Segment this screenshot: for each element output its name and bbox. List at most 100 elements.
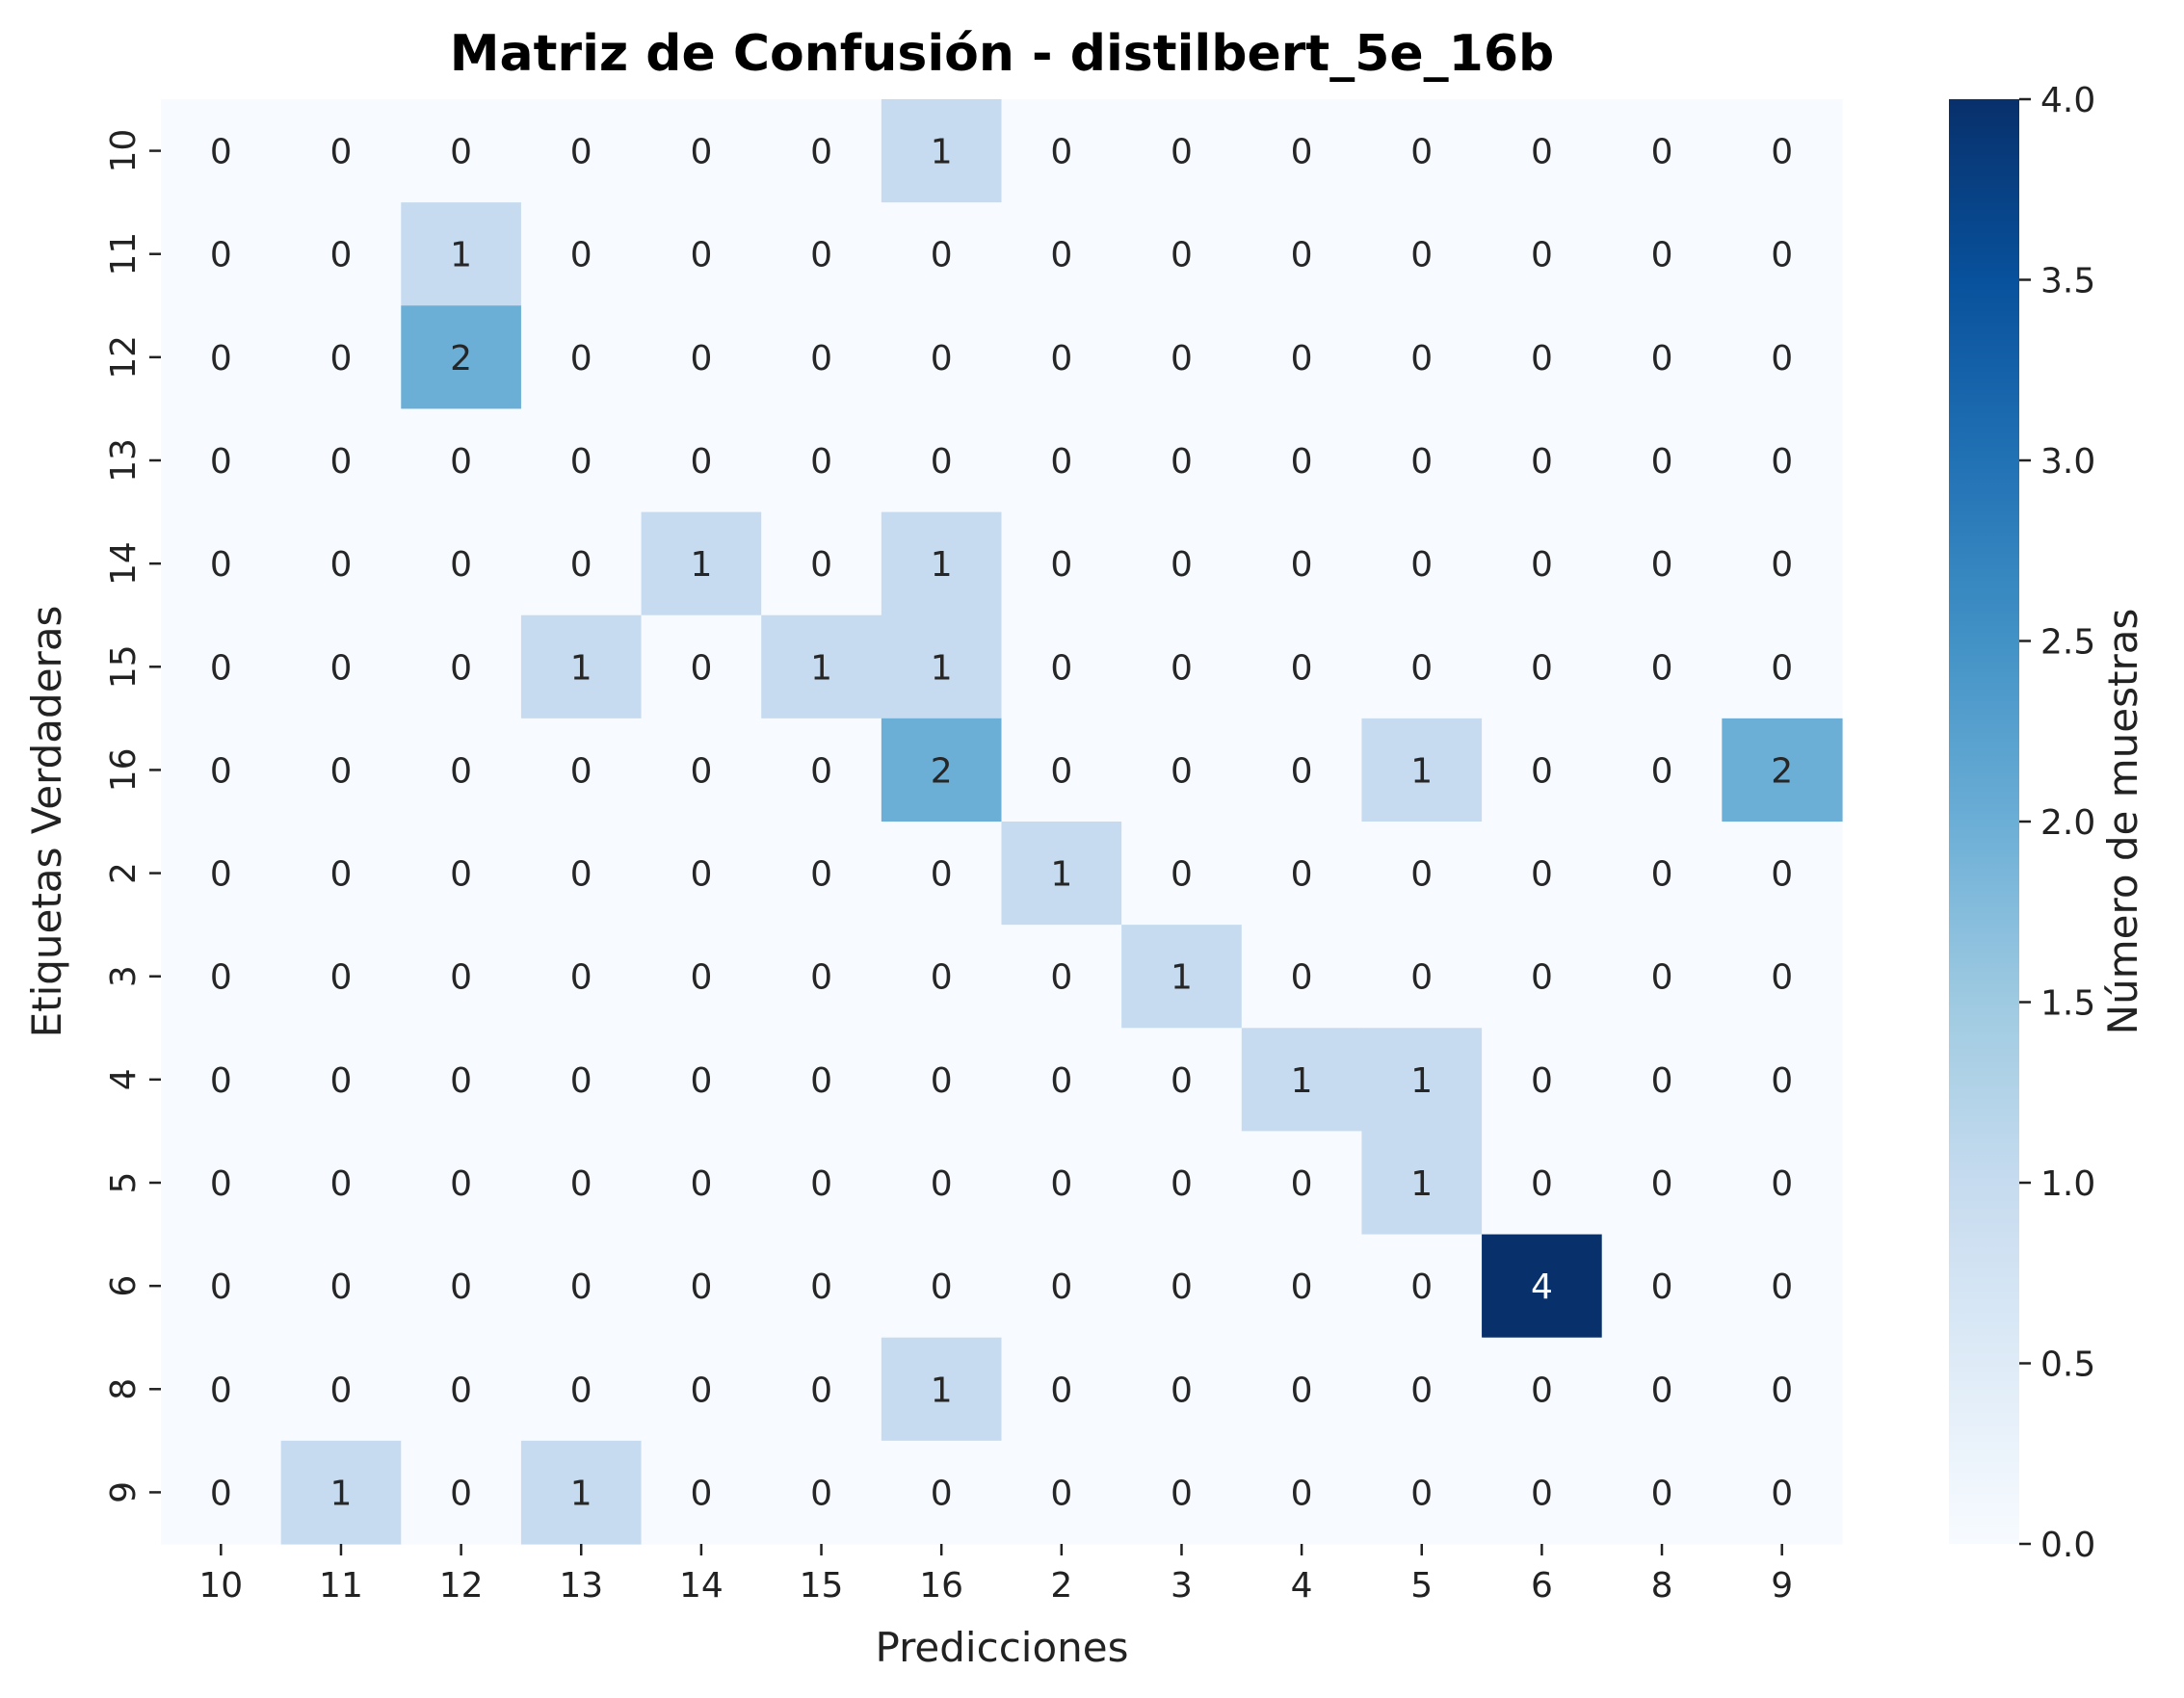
- cell-value-label: 0: [570, 1267, 592, 1307]
- cell-value-label: 0: [570, 958, 592, 998]
- heatmap-cell: [1601, 1440, 1723, 1545]
- cell-value-label: 0: [1771, 648, 1793, 688]
- heatmap-cell: [1601, 925, 1723, 1029]
- cell-value-label: 0: [1050, 442, 1072, 482]
- x-axis-ticks: 10 11 12 13 14 15 16 2 3 4 5 6 8 9: [198, 1544, 1793, 1606]
- heatmap-cell: [1482, 1131, 1603, 1236]
- heatmap-cell: [1482, 614, 1603, 719]
- heatmap-cell: [641, 1337, 762, 1442]
- heatmap-cell: [1001, 1131, 1122, 1236]
- heatmap-cell: [1361, 511, 1483, 616]
- cell-value-label: 0: [1771, 339, 1793, 379]
- x-tick-label: 9: [1771, 1566, 1793, 1606]
- heatmap-cell: [1241, 614, 1363, 719]
- heatmap-cell: [1601, 1028, 1723, 1133]
- heatmap-cell: [1361, 718, 1483, 823]
- heatmap-cell: [1601, 1234, 1723, 1339]
- cell-value-label: 0: [1050, 545, 1072, 585]
- cell-value-label: 0: [690, 442, 712, 482]
- cell-value-label: 0: [931, 236, 953, 275]
- heatmap-cell: [161, 1028, 282, 1133]
- cell-value-label: 0: [810, 1267, 832, 1307]
- heatmap-cell: [280, 202, 402, 306]
- cell-value-label: 0: [1291, 339, 1313, 379]
- heatmap-cell: [1722, 305, 1843, 410]
- heatmap-cell: [761, 614, 882, 719]
- heatmap-cell: [1482, 305, 1603, 410]
- cell-value-label: 0: [210, 855, 232, 895]
- cell-value-label: 0: [1050, 1061, 1072, 1101]
- cell-value-label: 0: [1771, 855, 1793, 895]
- heatmap-cell: [1121, 1337, 1243, 1442]
- cell-value-label: 0: [330, 133, 353, 172]
- heatmap-cell: [641, 822, 762, 926]
- heatmap-cell: [520, 925, 643, 1029]
- cell-value-label: 0: [931, 855, 953, 895]
- cell-value-label: 0: [931, 1267, 953, 1307]
- heatmap-cell: [1482, 1440, 1603, 1545]
- cell-value-label: 1: [931, 1371, 953, 1410]
- heatmap-cell: [1722, 718, 1843, 823]
- cell-value-label: 0: [1651, 1474, 1673, 1513]
- cell-value-label: 0: [1410, 1474, 1433, 1513]
- cell-value-label: 0: [1050, 648, 1072, 688]
- cell-value-label: 0: [570, 1371, 592, 1410]
- cell-value-label: 1: [1410, 751, 1433, 791]
- cell-value-label: 1: [1410, 1164, 1433, 1204]
- cell-value-label: 0: [1291, 1164, 1313, 1204]
- cell-value-label: 0: [1171, 1371, 1193, 1410]
- cell-value-label: 0: [1410, 442, 1433, 482]
- y-tick-label: 11: [104, 232, 144, 276]
- heatmap-cell: [520, 202, 643, 306]
- heatmap-cell: [761, 99, 882, 203]
- heatmap-cell: [1361, 1131, 1483, 1236]
- cell-value-label: 0: [570, 442, 592, 482]
- cell-value-label: 0: [330, 1061, 353, 1101]
- heatmap-cell: [401, 822, 522, 926]
- heatmap-cell: [280, 1440, 402, 1545]
- heatmap-cell: [641, 408, 762, 513]
- heatmap-cell: [1601, 99, 1723, 203]
- cell-value-label: 0: [1771, 1267, 1793, 1307]
- cell-value-label: 0: [1651, 958, 1673, 998]
- heatmap-cell: [1121, 925, 1243, 1029]
- cell-value-label: 1: [931, 133, 953, 172]
- heatmap-cell: [1361, 99, 1483, 203]
- heatmap-cell: [1001, 1337, 1122, 1442]
- heatmap-cell: [520, 408, 643, 513]
- cell-value-label: 0: [931, 442, 953, 482]
- cell-value-label: 1: [690, 545, 712, 585]
- heatmap-cell: [641, 305, 762, 410]
- heatmap-cell: [401, 1234, 522, 1339]
- heatmap-cell: [1722, 202, 1843, 306]
- cell-value-label: 0: [1651, 1371, 1673, 1410]
- heatmap-cell: [161, 202, 282, 306]
- cell-value-label: 1: [1171, 958, 1193, 998]
- cell-value-label: 2: [931, 751, 953, 791]
- x-tick-label: 5: [1410, 1566, 1433, 1606]
- cell-value-label: 0: [450, 958, 472, 998]
- heatmap-cell: [761, 511, 882, 616]
- colorbar-tick-label: 0.0: [2040, 1526, 2095, 1565]
- cell-value-label: 0: [1651, 1164, 1673, 1204]
- cell-value-label: 0: [1651, 133, 1673, 172]
- heatmap-cell: [1001, 1440, 1122, 1545]
- heatmap-cell: [520, 1440, 643, 1545]
- cell-value-label: 0: [810, 855, 832, 895]
- heatmap-cell: [761, 718, 882, 823]
- heatmap-cell: [161, 1234, 282, 1339]
- heatmap-cell: [1001, 925, 1122, 1029]
- cell-value-label: 0: [1171, 648, 1193, 688]
- cell-value-label: 0: [1050, 751, 1072, 791]
- cell-value-label: 0: [931, 339, 953, 379]
- cell-value-label: 0: [450, 1164, 472, 1204]
- cell-value-label: 0: [210, 442, 232, 482]
- cell-value-label: 0: [1050, 133, 1072, 172]
- heatmap-cell: [1241, 718, 1363, 823]
- cell-value-label: 0: [210, 1164, 232, 1204]
- cell-value-label: 0: [210, 1061, 232, 1101]
- cell-value-label: 0: [810, 339, 832, 379]
- cell-value-label: 0: [810, 1474, 832, 1513]
- cell-value-label: 0: [810, 236, 832, 275]
